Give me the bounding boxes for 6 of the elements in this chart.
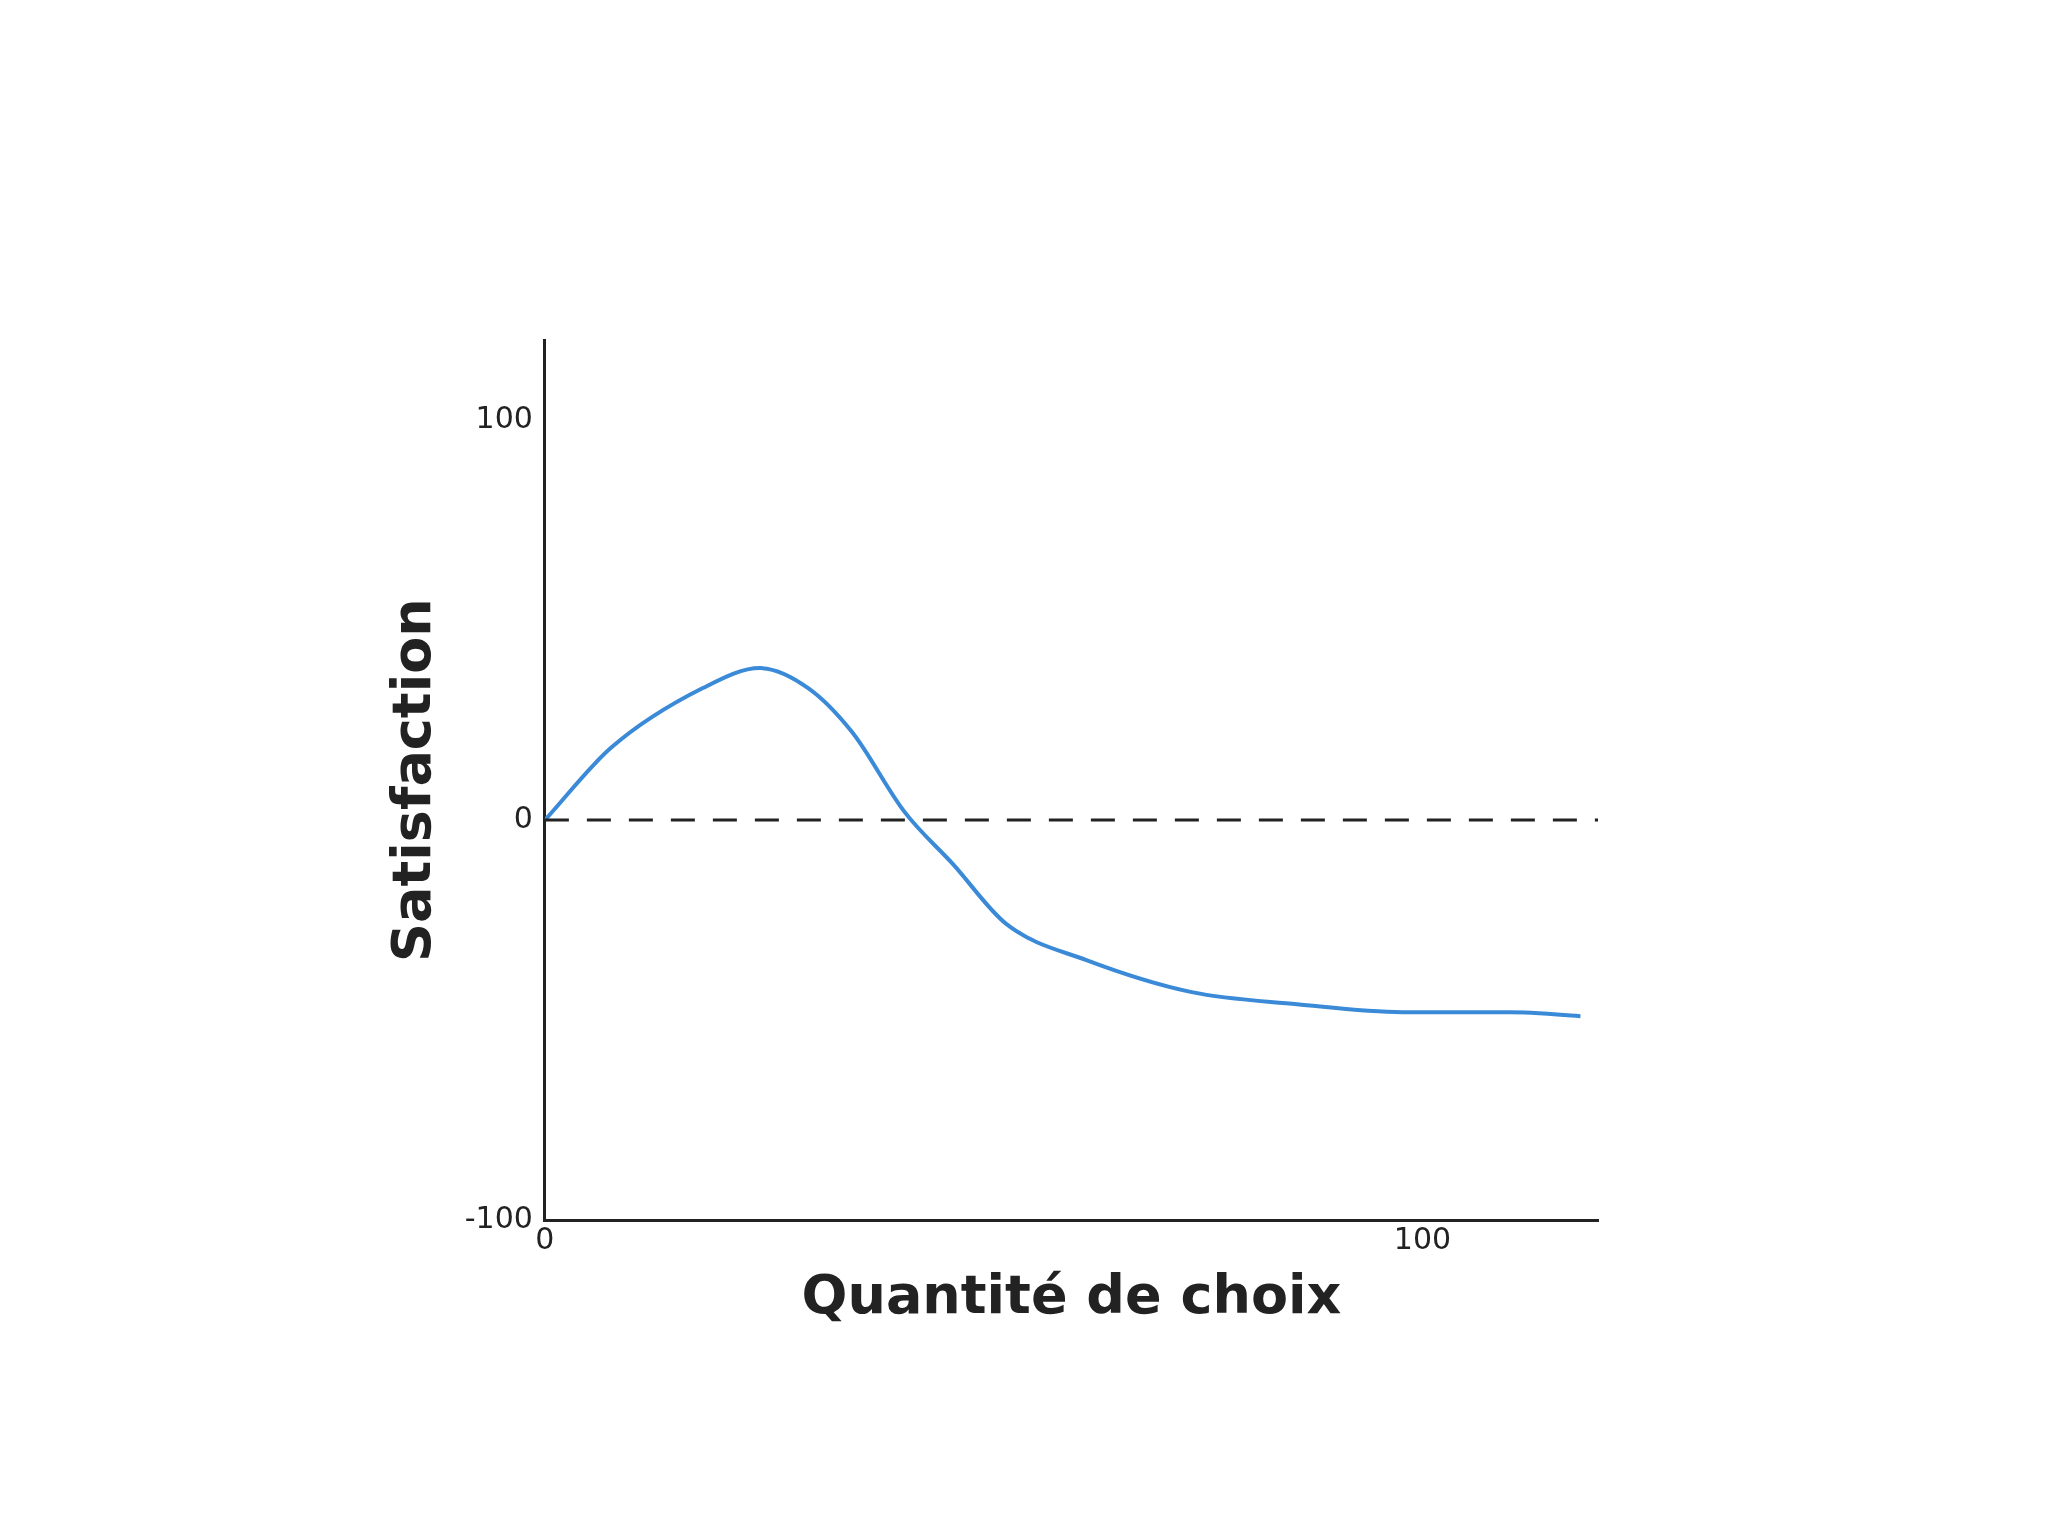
y-axis-title: Satisfaction [380, 598, 444, 962]
x-axis-title: Quantité de choix [801, 1262, 1342, 1326]
line-series [544, 666, 1583, 1019]
y-tick-label: -100 [464, 1200, 533, 1235]
y-tick-label: 0 [513, 799, 533, 835]
y-tick-label: 100 [475, 399, 533, 435]
